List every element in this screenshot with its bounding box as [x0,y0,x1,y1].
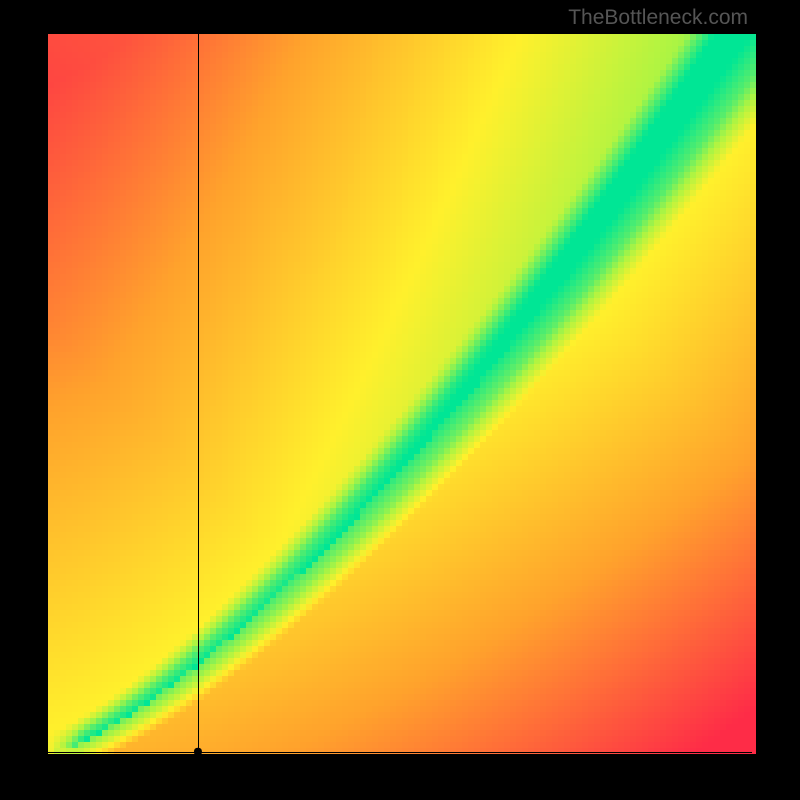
chart-root: TheBottleneck.com [0,0,800,800]
heatmap-canvas [0,0,800,800]
watermark-text: TheBottleneck.com [568,6,748,30]
